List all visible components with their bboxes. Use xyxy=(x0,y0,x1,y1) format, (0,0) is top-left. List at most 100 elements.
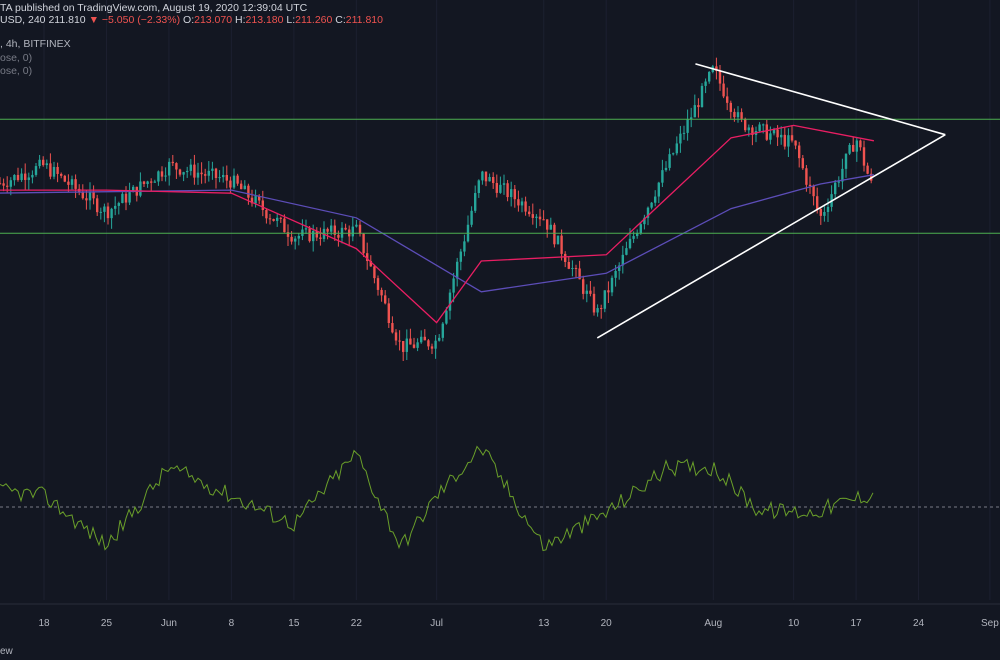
close-value: 211.810 xyxy=(345,14,383,26)
candle-body xyxy=(186,170,189,173)
slow-moving-average-line xyxy=(0,174,875,293)
candle-body xyxy=(38,159,41,167)
exchange-info: , 4h, BITFINEX xyxy=(0,38,71,50)
candle-body xyxy=(351,226,354,237)
candle-body xyxy=(848,144,851,154)
candle-body xyxy=(236,175,239,184)
candle-body xyxy=(567,261,570,269)
candle-body xyxy=(153,181,156,183)
candle-body xyxy=(171,161,174,164)
x-tick-label: 10 xyxy=(788,618,800,629)
candle-body xyxy=(445,310,448,324)
symbol-interval: USD, 240 xyxy=(0,14,46,26)
candle-body xyxy=(243,185,246,190)
candle-body xyxy=(571,267,574,269)
candlestick-series xyxy=(0,57,873,362)
candle-body xyxy=(355,224,358,227)
candle-body xyxy=(603,290,606,309)
candle-body xyxy=(13,174,16,181)
candle-body xyxy=(232,175,236,188)
candle-body xyxy=(859,140,862,148)
candle-body xyxy=(769,133,772,140)
candle-body xyxy=(193,164,196,178)
candle-body xyxy=(664,167,668,171)
candle-body xyxy=(549,224,552,230)
candle-body xyxy=(139,181,142,196)
candle-body xyxy=(556,235,560,245)
candle-body xyxy=(783,134,786,147)
candle-body xyxy=(510,189,513,198)
candle-body xyxy=(330,225,333,232)
candle-body xyxy=(315,230,318,238)
candle-body xyxy=(477,180,480,194)
candle-body xyxy=(582,279,585,294)
candle-body xyxy=(506,183,509,198)
indicator-legend-2[interactable]: ose, 0) xyxy=(0,65,33,77)
candle-body xyxy=(218,177,221,179)
candle-body xyxy=(700,85,704,108)
candle-body xyxy=(290,236,293,242)
candle-body xyxy=(794,140,797,146)
candle-body xyxy=(801,158,804,169)
triangle-lower-trendline xyxy=(596,133,946,339)
candle-body xyxy=(189,164,192,171)
candle-body xyxy=(124,193,128,203)
candle-body xyxy=(502,183,506,185)
candle-body xyxy=(837,181,840,183)
candle-body xyxy=(538,216,542,220)
candle-body xyxy=(160,171,164,177)
candle-body xyxy=(142,181,146,185)
candle-body xyxy=(92,192,95,199)
candle-body xyxy=(394,332,398,341)
candle-body xyxy=(74,179,77,189)
candle-body xyxy=(452,278,455,293)
candle-body xyxy=(823,212,826,216)
candle-body xyxy=(268,218,272,220)
publish-info: published on TradingView.com, August 19,… xyxy=(14,2,308,14)
candle-body xyxy=(834,182,837,195)
candle-body xyxy=(265,210,268,219)
candle-body xyxy=(31,174,34,178)
candle-body xyxy=(337,234,340,238)
candle-body xyxy=(279,217,282,219)
candle-body xyxy=(254,196,257,204)
candle-body xyxy=(438,337,441,341)
oscillator-line xyxy=(0,445,874,552)
candle-body xyxy=(128,192,131,203)
candle-body xyxy=(132,186,135,193)
candle-body xyxy=(463,241,466,252)
candle-body xyxy=(668,154,671,168)
candle-body xyxy=(96,198,99,213)
close-label: C: xyxy=(335,14,346,26)
x-tick-label: 20 xyxy=(601,618,613,629)
candle-body xyxy=(718,70,722,84)
fast-moving-average-line xyxy=(0,124,875,324)
candle-body xyxy=(715,66,718,71)
candle-body xyxy=(470,210,473,225)
candle-body xyxy=(240,183,243,190)
candle-body xyxy=(657,182,660,197)
x-tick-label: 18 xyxy=(38,618,50,629)
candle-body xyxy=(546,219,549,230)
high-label: H: xyxy=(235,14,246,26)
candle-body xyxy=(362,233,365,254)
candle-body xyxy=(6,185,9,187)
candle-body xyxy=(610,277,614,293)
candle-body xyxy=(816,196,819,210)
candle-body xyxy=(495,183,498,193)
candle-body xyxy=(520,201,524,206)
candle-body xyxy=(812,185,815,197)
candle-body xyxy=(110,208,113,219)
candle-body xyxy=(614,270,617,278)
triangle-upper-trendline xyxy=(695,63,946,136)
candle-body xyxy=(286,232,290,237)
candle-body xyxy=(600,308,603,310)
candle-body xyxy=(63,175,66,182)
indicator-legend-1[interactable]: ose, 0) xyxy=(0,52,33,64)
candle-body xyxy=(747,127,750,131)
chart-header: TA published on TradingView.com, August … xyxy=(0,2,383,26)
candle-body xyxy=(319,237,322,239)
candle-body xyxy=(542,219,545,221)
candle-body xyxy=(373,266,376,279)
